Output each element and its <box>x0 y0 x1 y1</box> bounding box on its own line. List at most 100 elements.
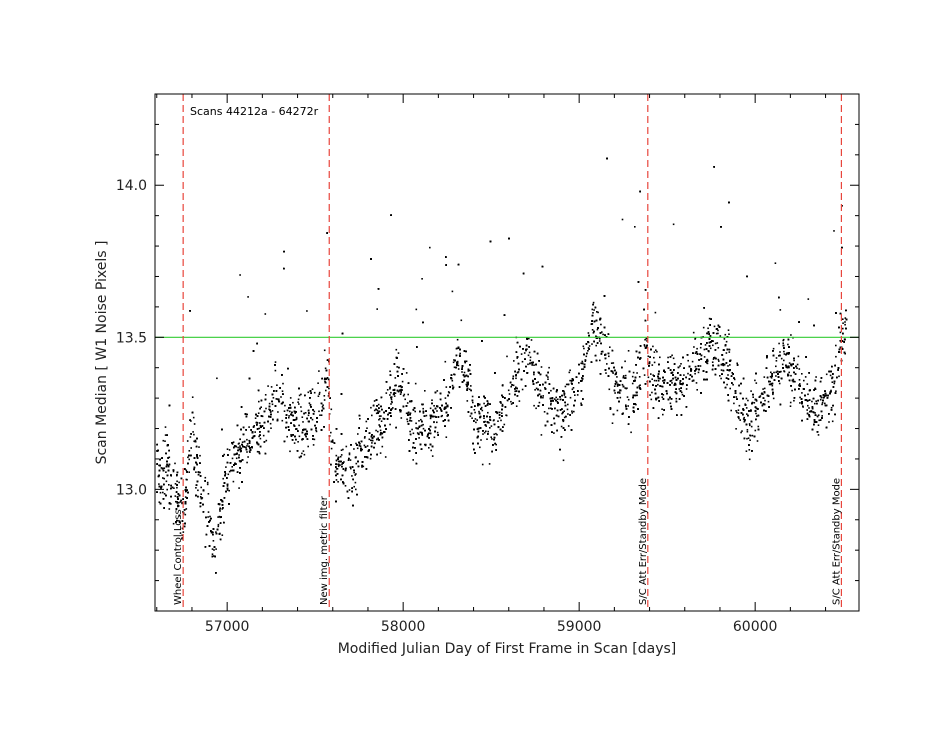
data-point <box>277 411 279 413</box>
data-point <box>268 402 271 405</box>
data-point <box>292 401 294 404</box>
data-point <box>288 415 290 417</box>
data-point <box>739 419 741 421</box>
data-point <box>355 488 357 491</box>
data-point <box>217 516 219 518</box>
data-point <box>828 421 830 423</box>
data-point <box>835 355 837 358</box>
data-point <box>238 460 241 462</box>
data-point <box>261 415 264 418</box>
data-point <box>428 447 430 449</box>
data-point <box>501 412 503 414</box>
data-point <box>355 462 358 465</box>
data-point <box>653 351 656 353</box>
data-point <box>380 415 382 417</box>
data-point <box>775 357 778 359</box>
data-point <box>801 392 803 394</box>
data-point <box>540 396 542 399</box>
data-point <box>624 374 627 377</box>
data-point <box>614 392 616 394</box>
data-point <box>472 401 474 404</box>
data-point <box>272 397 275 399</box>
data-point <box>749 434 752 437</box>
data-point <box>342 448 344 451</box>
data-point <box>646 340 648 342</box>
data-point <box>581 377 583 379</box>
data-point <box>269 411 272 413</box>
data-point <box>353 448 355 450</box>
data-point <box>822 397 825 399</box>
data-point <box>746 437 748 440</box>
data-point <box>378 418 380 421</box>
data-point <box>638 376 641 378</box>
data-point <box>193 433 195 436</box>
data-point <box>483 431 486 434</box>
data-point <box>491 438 493 440</box>
data-point <box>311 418 314 421</box>
data-point <box>657 380 660 382</box>
data-point <box>307 414 310 417</box>
data-point <box>576 394 579 396</box>
data-point <box>262 434 265 437</box>
data-point <box>769 375 772 378</box>
data-point <box>671 382 673 384</box>
data-point <box>753 402 756 404</box>
data-point <box>699 365 702 367</box>
data-point <box>193 423 196 425</box>
data-point <box>806 383 809 385</box>
data-point <box>422 423 424 426</box>
data-point <box>168 484 170 486</box>
data-point <box>829 374 832 377</box>
data-point <box>412 459 414 461</box>
data-point <box>359 418 361 420</box>
data-point <box>471 395 474 398</box>
data-point <box>318 370 320 372</box>
data-point <box>436 421 438 424</box>
data-point <box>583 347 585 350</box>
data-point <box>723 338 726 340</box>
data-point <box>712 358 715 360</box>
data-point <box>282 382 284 385</box>
data-point <box>636 394 638 397</box>
data-point <box>564 385 567 388</box>
data-point <box>302 421 304 423</box>
data-point <box>702 326 705 329</box>
data-point <box>424 444 427 447</box>
data-point <box>191 396 194 398</box>
data-point <box>172 522 175 525</box>
data-point <box>280 396 282 398</box>
data-point <box>359 445 362 447</box>
data-point <box>391 401 393 404</box>
data-point <box>258 400 260 403</box>
data-point <box>714 342 717 345</box>
data-point <box>414 382 417 385</box>
data-point <box>694 365 697 368</box>
data-point <box>483 402 485 405</box>
data-point <box>616 409 619 412</box>
data-point <box>635 403 637 406</box>
data-point <box>480 439 482 441</box>
data-point <box>297 401 299 403</box>
data-point <box>555 396 557 399</box>
data-point <box>176 486 178 489</box>
data-point <box>587 350 589 352</box>
data-point <box>531 364 533 366</box>
data-point <box>457 364 460 367</box>
data-point <box>513 360 515 362</box>
data-point <box>525 349 527 352</box>
data-point <box>207 516 209 518</box>
data-point <box>747 399 749 402</box>
data-point <box>259 422 261 424</box>
data-point <box>756 415 758 417</box>
data-point <box>844 317 847 319</box>
data-point <box>669 402 672 405</box>
data-point <box>621 383 624 386</box>
data-point <box>253 425 255 427</box>
data-point <box>775 371 777 374</box>
data-point <box>719 375 721 377</box>
data-point <box>727 365 729 367</box>
data-point <box>264 313 267 315</box>
data-point <box>451 290 454 293</box>
data-point <box>530 361 533 364</box>
data-point <box>567 425 570 427</box>
